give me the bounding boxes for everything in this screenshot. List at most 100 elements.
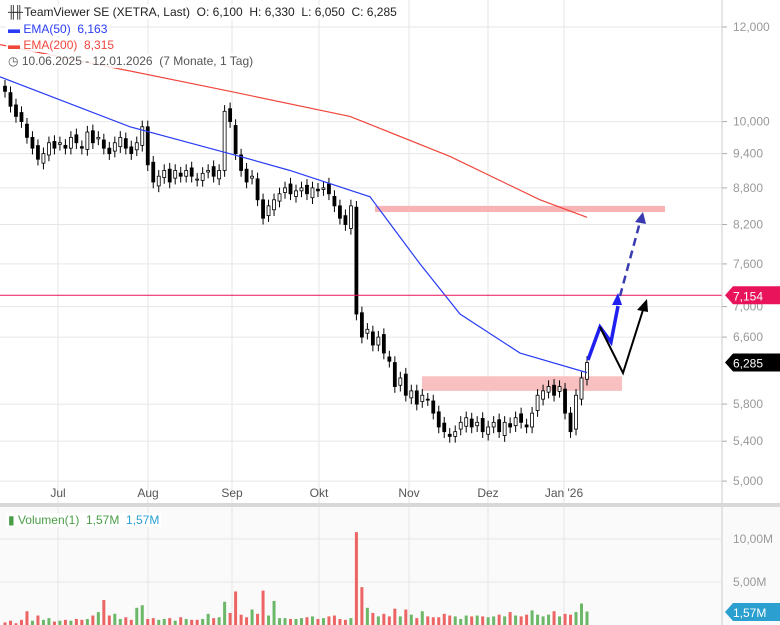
y-tick-label: 7,600 bbox=[733, 257, 763, 271]
volume-bar bbox=[8, 620, 12, 625]
volume-bar bbox=[437, 617, 441, 625]
volume-bar bbox=[113, 613, 117, 625]
volume-value-2: 1,57M bbox=[126, 513, 160, 527]
volume-bar bbox=[25, 611, 29, 625]
volume-bar bbox=[47, 618, 51, 625]
clock-icon: ◷ bbox=[8, 54, 19, 68]
volume-bar bbox=[431, 617, 435, 625]
volume-bar bbox=[206, 613, 210, 625]
candle bbox=[546, 380, 551, 399]
candle bbox=[107, 141, 112, 160]
candle bbox=[552, 379, 556, 402]
candle bbox=[475, 416, 480, 432]
volume-bar bbox=[228, 612, 232, 625]
ema200-legend[interactable]: ▬ EMA(200) 8,315 bbox=[6, 38, 117, 52]
date-range: ◷ 10.06.2025 - 12.01.2026 (7 Monate, 1 T… bbox=[6, 54, 256, 68]
volume-bar bbox=[360, 587, 364, 625]
candle bbox=[58, 136, 62, 151]
candle bbox=[381, 328, 386, 360]
candle bbox=[464, 411, 469, 433]
candle bbox=[508, 417, 513, 434]
volume-bar bbox=[299, 618, 303, 625]
candle bbox=[25, 117, 29, 144]
candlestick-icon: ╫╫ bbox=[8, 5, 23, 19]
candle bbox=[436, 405, 441, 434]
candle bbox=[409, 384, 414, 405]
candle bbox=[189, 161, 194, 183]
volume-bar bbox=[305, 617, 309, 625]
instrument-title: TeamViewer SE (XETRA, Last) bbox=[24, 5, 190, 19]
volume-bar bbox=[58, 620, 62, 625]
candle bbox=[8, 86, 13, 113]
candle bbox=[85, 125, 90, 156]
volume-bar bbox=[420, 611, 424, 625]
panel-divider[interactable] bbox=[0, 503, 780, 507]
candle bbox=[568, 406, 573, 438]
volume-bar bbox=[514, 615, 518, 625]
volume-bar bbox=[52, 621, 56, 625]
volume-bar bbox=[124, 617, 128, 625]
ema50-legend[interactable]: ▬ EMA(50) 6,163 bbox=[6, 22, 110, 36]
volume-bar bbox=[14, 623, 18, 625]
candle bbox=[294, 184, 298, 203]
volume-bar bbox=[541, 616, 545, 625]
y-tick-label: 5,400 bbox=[733, 434, 763, 448]
open-value: O: 6,100 bbox=[196, 5, 243, 19]
volume-bar bbox=[404, 609, 408, 625]
candle bbox=[332, 190, 337, 213]
volume-bar bbox=[470, 616, 474, 625]
y-tick-label: 6,600 bbox=[733, 330, 763, 344]
volume-bar bbox=[371, 612, 375, 625]
candle bbox=[442, 416, 447, 438]
volume-bar bbox=[310, 616, 314, 625]
volume-bar bbox=[580, 603, 584, 625]
candle bbox=[349, 199, 353, 235]
candle bbox=[414, 384, 419, 411]
candle bbox=[19, 106, 24, 128]
volume-bar bbox=[343, 619, 347, 625]
svg-text:7,154: 7,154 bbox=[733, 289, 763, 303]
candle bbox=[52, 135, 57, 155]
volume-bar bbox=[442, 613, 446, 625]
candle bbox=[283, 181, 287, 199]
candle bbox=[469, 412, 474, 434]
volume-bar bbox=[250, 609, 254, 625]
ema200-value: 8,315 bbox=[84, 38, 115, 52]
candle bbox=[206, 164, 211, 179]
candle bbox=[398, 371, 403, 392]
candle bbox=[288, 177, 293, 201]
volume-bar bbox=[41, 619, 45, 625]
chart-legend-header: ╫╫ TeamViewer SE (XETRA, Last) O: 6,100 … bbox=[6, 5, 399, 19]
y-tick-label: 8,800 bbox=[733, 181, 763, 195]
candle bbox=[244, 163, 249, 189]
volume-bar bbox=[475, 615, 479, 625]
ema50-label: EMA(50) bbox=[23, 22, 71, 36]
candle bbox=[162, 164, 167, 184]
candle bbox=[447, 428, 452, 443]
y-tick-label: 10,000 bbox=[733, 115, 770, 129]
volume-bar bbox=[525, 614, 529, 625]
volume-bar bbox=[173, 620, 177, 625]
volume-bar bbox=[146, 618, 150, 625]
candle bbox=[403, 367, 408, 402]
candle bbox=[74, 128, 79, 150]
candle bbox=[200, 167, 205, 187]
candle bbox=[579, 371, 584, 406]
y-tick-label: 5,000 bbox=[733, 474, 763, 488]
candle bbox=[524, 418, 529, 434]
candle bbox=[30, 131, 35, 155]
candle bbox=[261, 193, 265, 225]
volume-bar bbox=[365, 607, 369, 625]
ema200-label: EMA(200) bbox=[23, 38, 78, 52]
volume-bar bbox=[508, 612, 512, 625]
candle bbox=[222, 105, 227, 177]
svg-text:1,57M: 1,57M bbox=[733, 606, 766, 620]
candle bbox=[101, 133, 106, 155]
black-arrowhead bbox=[637, 299, 648, 312]
volume-bar bbox=[316, 618, 320, 625]
svg-text:6,285: 6,285 bbox=[733, 356, 763, 370]
candle bbox=[376, 330, 381, 352]
last-price-badge: 6,285 bbox=[725, 353, 780, 372]
candle bbox=[453, 425, 458, 443]
